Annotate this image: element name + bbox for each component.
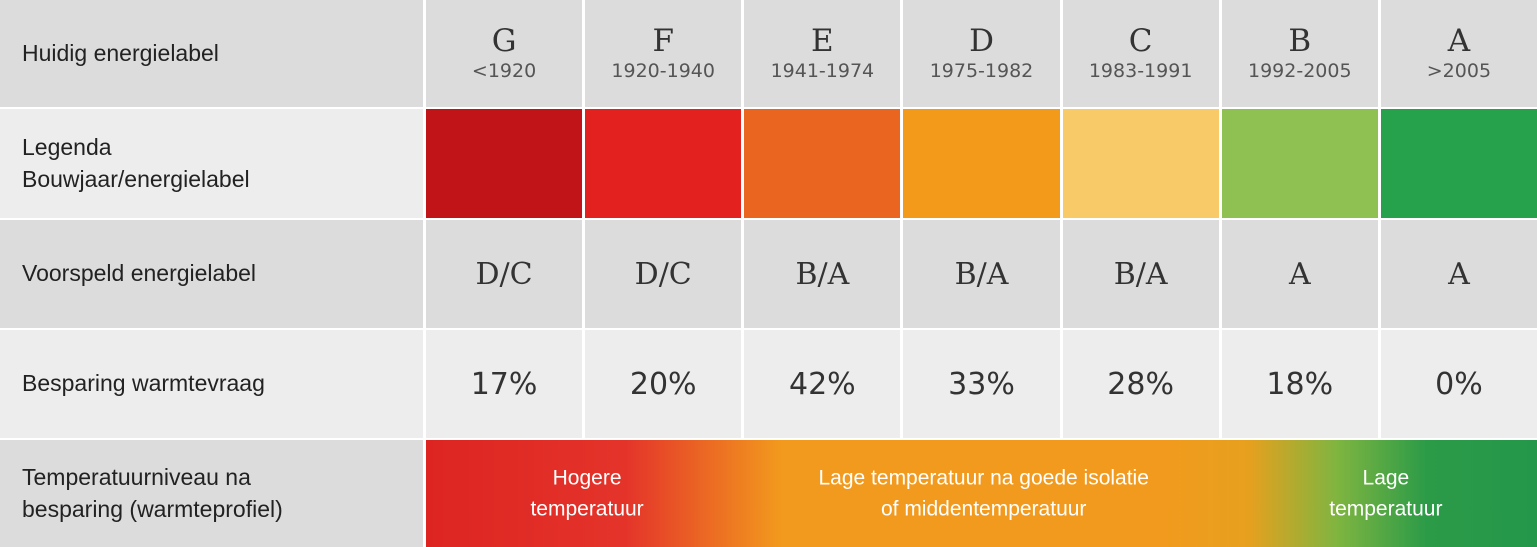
predicted-label-cell: A bbox=[1221, 220, 1378, 330]
row-header-current-label: Huidig energielabel bbox=[0, 0, 423, 109]
energy-letter: D bbox=[969, 22, 994, 59]
energy-label-cell: E 1941-1974 bbox=[744, 0, 901, 109]
heat-savings-cell: 18% bbox=[1221, 330, 1378, 440]
row-header-legend: Legenda Bouwjaar/energielabel bbox=[0, 109, 423, 220]
heat-savings-cell: 33% bbox=[903, 330, 1060, 440]
heat-savings-cell: 42% bbox=[744, 330, 901, 440]
heat-savings-cell: 28% bbox=[1062, 330, 1219, 440]
color-swatch bbox=[1062, 109, 1219, 220]
construction-years: 1975-1982 bbox=[929, 60, 1034, 83]
energy-label-cell: B 1992-2005 bbox=[1221, 0, 1378, 109]
row-header-text: Voorspeld energielabel bbox=[22, 260, 257, 287]
predicted-label-cell: B/A bbox=[744, 220, 901, 330]
predicted-label-value: A bbox=[1288, 256, 1311, 292]
temperature-gradient-bar: Hogere temperatuur Lage temperatuur na g… bbox=[426, 440, 1537, 547]
predicted-label-cell: B/A bbox=[1062, 220, 1219, 330]
construction-years: >2005 bbox=[1426, 60, 1492, 83]
mid-temperature-line: of middentemperatuur bbox=[880, 497, 1087, 521]
predicted-label-cell: D/C bbox=[585, 220, 742, 330]
row-header-heat-savings: Besparing warmtevraag bbox=[0, 330, 423, 440]
predicted-label-cell: D/C bbox=[426, 220, 583, 330]
construction-years: 1983-1991 bbox=[1088, 60, 1193, 83]
mid-temperature-label: Lage temperatuur na goede isolatie of mi… bbox=[774, 462, 1194, 525]
energy-letter: A bbox=[1447, 22, 1471, 59]
heat-savings-value: 42% bbox=[789, 366, 856, 402]
energy-letter: F bbox=[652, 22, 674, 59]
energy-label-cell: A >2005 bbox=[1380, 0, 1537, 109]
row-header-text: Besparing warmtevraag bbox=[22, 370, 265, 397]
predicted-label-value: D/C bbox=[475, 256, 533, 292]
energy-label-cell: G <1920 bbox=[426, 0, 583, 109]
row-header-temperature-level: Temperatuurniveau na besparing (warmtepr… bbox=[0, 440, 423, 547]
energy-label-cell: C 1983-1991 bbox=[1062, 0, 1219, 109]
construction-years: 1941-1974 bbox=[770, 60, 875, 83]
energy-label-cell: D 1975-1982 bbox=[903, 0, 1060, 109]
energy-letter: E bbox=[811, 22, 834, 59]
predicted-label-value: B/A bbox=[795, 256, 850, 292]
predicted-label-cell: B/A bbox=[903, 220, 1060, 330]
energy-label-cell: F 1920-1940 bbox=[585, 0, 742, 109]
predicted-label-value: D/C bbox=[634, 256, 692, 292]
row-header-text: besparing (warmteprofiel) bbox=[22, 495, 283, 522]
mid-temperature-line: Lage temperatuur na goede isolatie bbox=[818, 466, 1149, 489]
row-header-text: Temperatuurniveau na bbox=[22, 464, 251, 491]
construction-years: 1992-2005 bbox=[1247, 60, 1352, 83]
heat-savings-value: 20% bbox=[629, 366, 697, 402]
row-header-predicted-label: Voorspeld energielabel bbox=[0, 220, 423, 330]
color-swatch bbox=[903, 109, 1060, 220]
heat-savings-cell: 0% bbox=[1380, 330, 1537, 440]
color-swatch bbox=[585, 109, 742, 220]
color-swatch bbox=[1221, 109, 1378, 220]
predicted-label-value: A bbox=[1448, 256, 1470, 292]
high-temperature-label: Hogere temperatuur bbox=[492, 462, 682, 525]
low-temperature-label: Lage temperatuur bbox=[1301, 462, 1471, 525]
energy-letter: C bbox=[1128, 22, 1153, 59]
energy-letter: B bbox=[1288, 22, 1312, 59]
high-temperature-line: Hogere bbox=[552, 466, 622, 489]
construction-years: 1920-1940 bbox=[611, 60, 715, 83]
construction-years: <1920 bbox=[471, 60, 537, 83]
heat-savings-value: 0% bbox=[1435, 366, 1483, 402]
row-header-text: Huidig energielabel bbox=[22, 39, 219, 66]
energy-letter: G bbox=[491, 22, 517, 59]
color-swatch bbox=[426, 109, 583, 220]
heat-savings-cell: 17% bbox=[426, 330, 583, 440]
heat-savings-value: 33% bbox=[948, 366, 1015, 402]
high-temperature-line: temperatuur bbox=[530, 497, 644, 521]
low-temperature-line: temperatuur bbox=[1329, 497, 1443, 521]
row-header-text: Bouwjaar/energielabel bbox=[22, 165, 250, 192]
low-temperature-line: Lage bbox=[1362, 466, 1410, 489]
heat-savings-value: 18% bbox=[1266, 366, 1334, 402]
color-swatch bbox=[1380, 109, 1537, 220]
predicted-label-value: B/A bbox=[1113, 256, 1168, 292]
row-header-text: Legenda bbox=[22, 134, 112, 161]
predicted-label-value: B/A bbox=[954, 256, 1009, 292]
heat-savings-value: 17% bbox=[470, 366, 538, 402]
color-swatch bbox=[744, 109, 901, 220]
heat-savings-value: 28% bbox=[1107, 366, 1174, 402]
heat-savings-cell: 20% bbox=[585, 330, 742, 440]
predicted-label-cell: A bbox=[1380, 220, 1537, 330]
